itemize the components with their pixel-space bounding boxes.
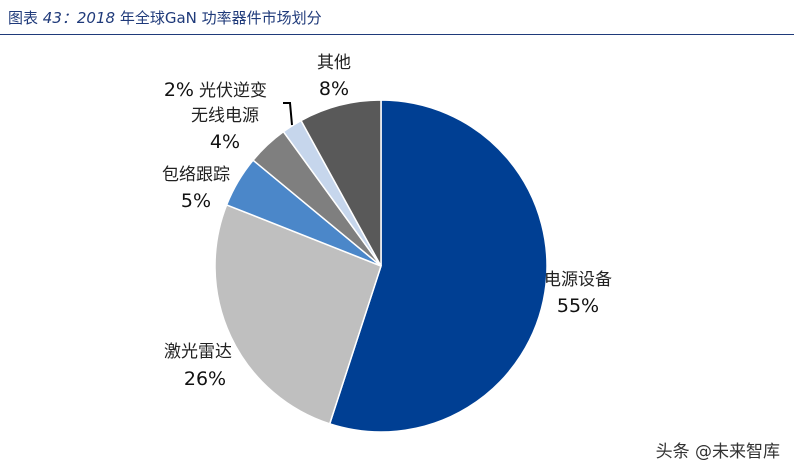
watermark: 头条 @未来智库 — [655, 442, 780, 462]
title-rule — [0, 34, 794, 35]
pie-slice — [214, 203, 382, 425]
pie-slice — [328, 99, 548, 433]
slice-pct-label: 2% — [164, 79, 194, 101]
slice-label: 无线电源 — [191, 106, 259, 126]
slice-pct-label: 5% — [181, 190, 211, 212]
slice-pct-label: 4% — [210, 131, 240, 153]
slice-pct-label: 55% — [557, 295, 599, 317]
slice-pct-label: 26% — [184, 368, 226, 390]
title-text: 年全球GaN 功率器件市场划分 — [119, 9, 322, 27]
pie-slice — [300, 99, 382, 267]
slice-label: 光伏逆变 — [199, 81, 267, 101]
chart-title: 图表 43：2018 年全球GaN 功率器件市场划分 — [8, 7, 322, 28]
slice-pct-label: 8% — [319, 78, 349, 100]
slice-label: 激光雷达 — [164, 342, 232, 362]
slice-label: 包络跟踪 — [162, 165, 230, 185]
leader-line — [283, 102, 293, 126]
slice-label: 电源设备 — [544, 270, 612, 290]
figure-number: 43：2018 — [42, 9, 116, 27]
slice-label: 其他 — [317, 53, 351, 73]
figure-prefix: 图表 — [8, 9, 39, 27]
